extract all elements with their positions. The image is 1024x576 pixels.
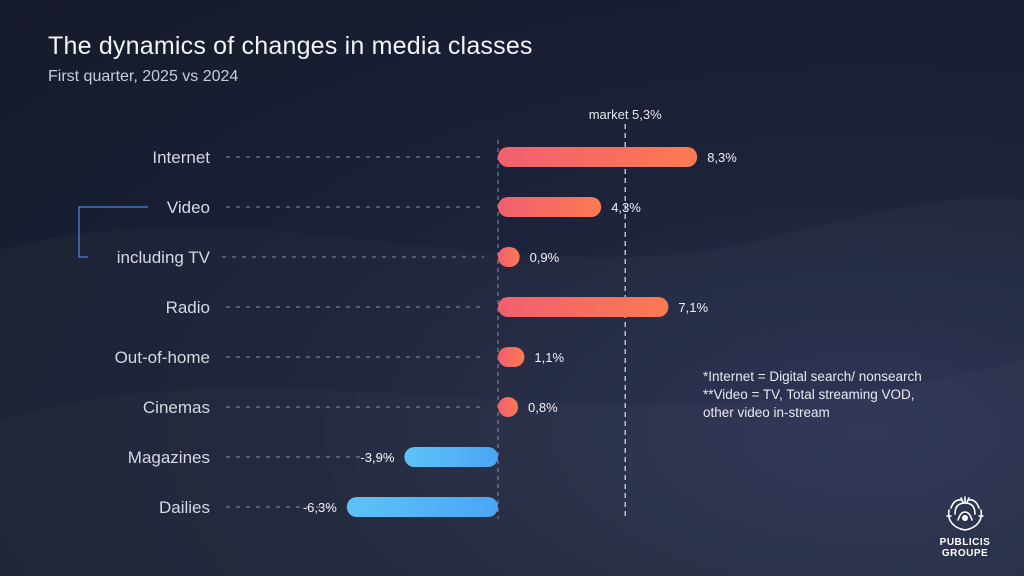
market-reference-label: market 5,3%	[589, 107, 662, 122]
category-label: including TV	[117, 248, 211, 267]
bar	[498, 347, 525, 367]
category-label: Radio	[166, 298, 210, 317]
category-label: Internet	[152, 148, 210, 167]
bar	[346, 497, 498, 517]
lion-icon	[946, 496, 984, 531]
category-label: Dailies	[159, 498, 210, 517]
value-label: 4,3%	[611, 200, 641, 215]
bar	[498, 147, 698, 167]
footnote: *Internet = Digital search/ nonsearch **…	[703, 368, 1003, 422]
value-label: -6,3%	[303, 500, 337, 515]
value-label: 0,8%	[528, 400, 558, 415]
logo-line-1: PUBLICIS	[939, 537, 991, 548]
value-label: 1,1%	[534, 350, 564, 365]
video-bracket	[78, 206, 148, 258]
footnote-line-2: **Video = TV, Total streaming VOD,	[703, 387, 915, 402]
value-label: 7,1%	[678, 300, 708, 315]
category-label: Magazines	[128, 448, 210, 467]
chart-title: The dynamics of changes in media classes	[48, 32, 533, 60]
bar	[498, 247, 520, 267]
category-label: Video	[167, 198, 210, 217]
chart-subtitle: First quarter, 2025 vs 2024	[48, 68, 239, 85]
footnote-line-3: other video in-stream	[703, 405, 830, 420]
footnote-line-1: *Internet = Digital search/ nonsearch	[703, 369, 922, 384]
category-label: Out-of-home	[115, 348, 210, 367]
publicis-logo: PUBLICIS GROUPE	[930, 496, 1000, 559]
category-label: Cinemas	[143, 398, 210, 417]
bar	[498, 197, 602, 217]
value-label: 8,3%	[707, 150, 737, 165]
bar	[498, 397, 518, 417]
logo-line-2: GROUPE	[941, 548, 989, 559]
value-label: -3,9%	[360, 450, 394, 465]
bar	[404, 447, 498, 467]
value-label: 0,9%	[530, 250, 560, 265]
bar	[498, 297, 669, 317]
